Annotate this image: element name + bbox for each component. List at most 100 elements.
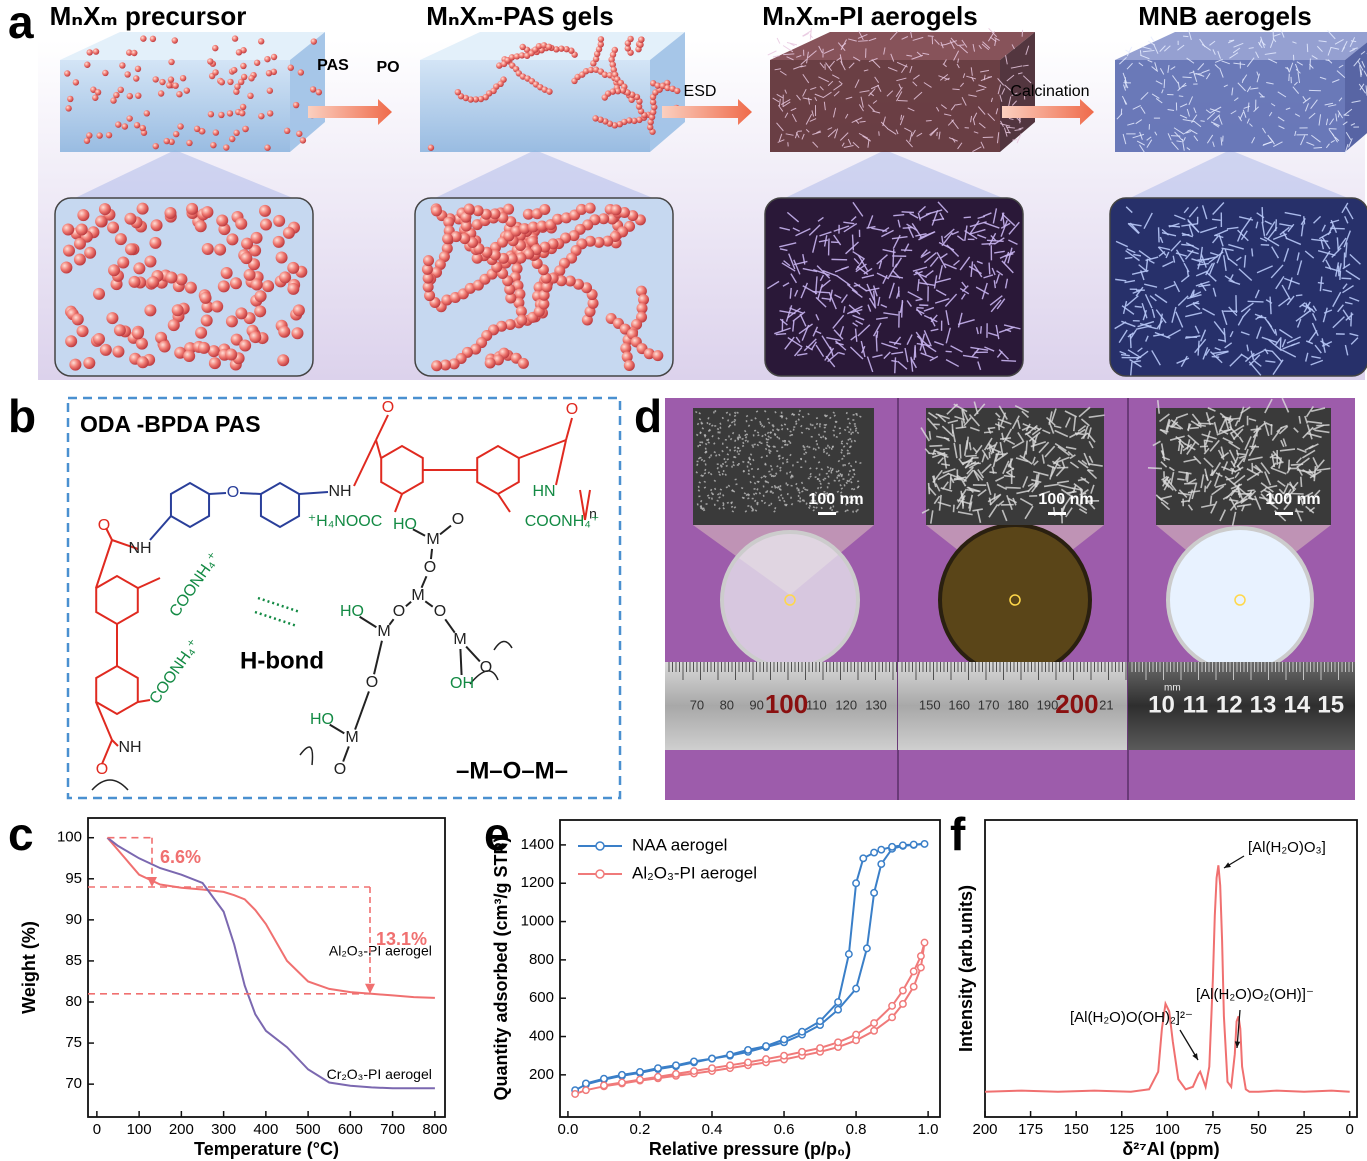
fiber [866,225,876,229]
fiber [772,55,780,58]
legend-label: Al₂O₃-PI aerogel [632,863,757,882]
sphere [159,78,166,86]
sem-texture [981,463,992,474]
bond [208,492,227,495]
sem-texture [833,434,836,437]
ruler-number: 110 [806,697,827,712]
fiber [1293,81,1298,86]
sphere [299,137,307,144]
fiber [1191,114,1198,123]
fiber [1360,50,1366,55]
x-tick-label: 75 [1205,1121,1222,1138]
sem-texture [1295,457,1303,464]
fiber [1233,62,1246,66]
fiber [1285,107,1291,110]
fiber [850,335,857,341]
fiber [1213,229,1229,237]
sem-texture [1210,500,1218,514]
sem-texture [1254,495,1262,511]
fiber [839,326,845,337]
fiber [904,127,912,132]
sem-texture [818,479,821,483]
sem-texture [1236,503,1252,508]
sphere [620,342,632,354]
sphere [168,58,175,66]
fiber [1182,137,1186,142]
scale-bar-label: 100 nm [1265,491,1320,508]
sem-texture [757,480,760,484]
sem-texture [981,449,990,461]
sem-texture [1201,503,1215,509]
sem-texture [1064,410,1078,418]
fiber [803,338,817,352]
fiber [997,84,1002,95]
series-label: Cr₂O₃-PI aerogel [327,1066,432,1082]
fiber [779,70,787,76]
fiber [1006,131,1011,134]
fiber [1335,262,1340,277]
sphere [558,45,565,52]
data-point [909,982,918,991]
ruler-number: 180 [1007,697,1029,712]
fiber [957,58,960,63]
sphere [218,78,225,86]
plot-frame [984,819,1358,1118]
fiber [1271,246,1280,259]
sem-texture [738,449,742,453]
sem-texture [977,469,985,479]
fiber [977,361,982,371]
fiber [938,131,941,140]
fiber [793,260,808,266]
sem-texture [1209,495,1213,505]
sem-texture [852,468,855,472]
sem-texture [1278,425,1289,435]
fiber [887,66,898,72]
sem-texture [1048,411,1053,425]
sphere [584,306,596,318]
sem-texture [1210,469,1214,476]
fiber [1212,287,1217,297]
fiber [1292,41,1297,44]
sphere [454,88,462,96]
fiber [805,113,813,125]
data-point [920,840,929,848]
sem-texture [708,422,711,426]
sem-texture [1309,470,1322,479]
atom-label: M [377,623,390,640]
zoom-beam [785,150,1003,198]
fiber [930,328,939,332]
fiber [1345,132,1352,140]
fiber [852,141,860,149]
fiber [1309,58,1311,70]
sem-texture [966,488,981,493]
sphere [587,66,595,74]
sphere [513,297,525,309]
sem-texture [775,486,779,489]
fiber [1351,100,1361,104]
sphere [492,354,504,366]
atom-label: O [566,401,578,418]
sem-texture [780,494,783,497]
fiber [1318,40,1327,43]
fiber [1129,361,1133,376]
atom-label: O [98,517,110,534]
sem-texture [1000,437,1012,440]
sem-texture [730,505,734,508]
fiber [1126,62,1133,70]
fiber [1342,40,1348,50]
fiber [777,104,784,112]
fiber [1325,59,1330,62]
sem-texture [1204,485,1207,493]
fiber [970,346,989,351]
ruler-number: 13 [1250,691,1277,718]
sem-texture [846,449,850,452]
fiber [1345,206,1354,220]
fiber [925,209,943,216]
fiber [1139,131,1143,140]
fiber [1004,278,1009,289]
fiber [986,239,1004,243]
fiber [1146,136,1152,141]
sem-texture [1278,488,1285,495]
fiber [819,274,825,282]
sphere [292,101,300,109]
